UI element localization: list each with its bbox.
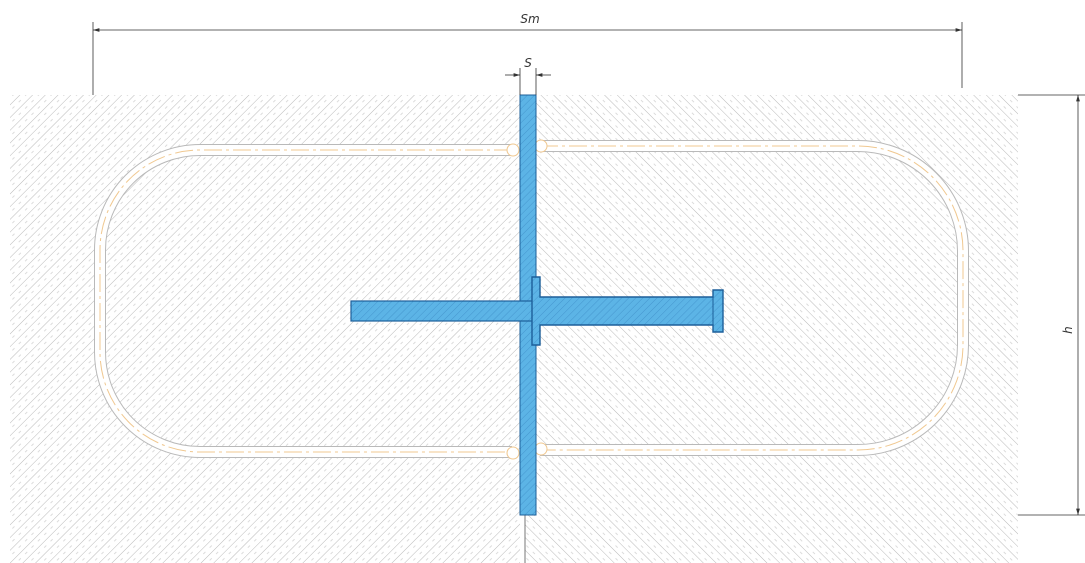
dimension-sm-label: Sm xyxy=(520,12,539,26)
coil-loop-left xyxy=(94,144,512,458)
dimension-s: S xyxy=(505,56,551,95)
t-clamp-profile xyxy=(531,276,724,346)
base-plate-left xyxy=(10,95,520,563)
coil-terminals xyxy=(506,139,548,460)
dimension-h-label: h xyxy=(1061,326,1075,334)
coil-loop-right xyxy=(540,140,969,456)
dimension-h: h xyxy=(1018,94,1085,516)
base-plate-right xyxy=(525,95,1018,563)
dimension-sm: Sm xyxy=(92,12,963,95)
dimension-s-label: S xyxy=(524,56,532,70)
